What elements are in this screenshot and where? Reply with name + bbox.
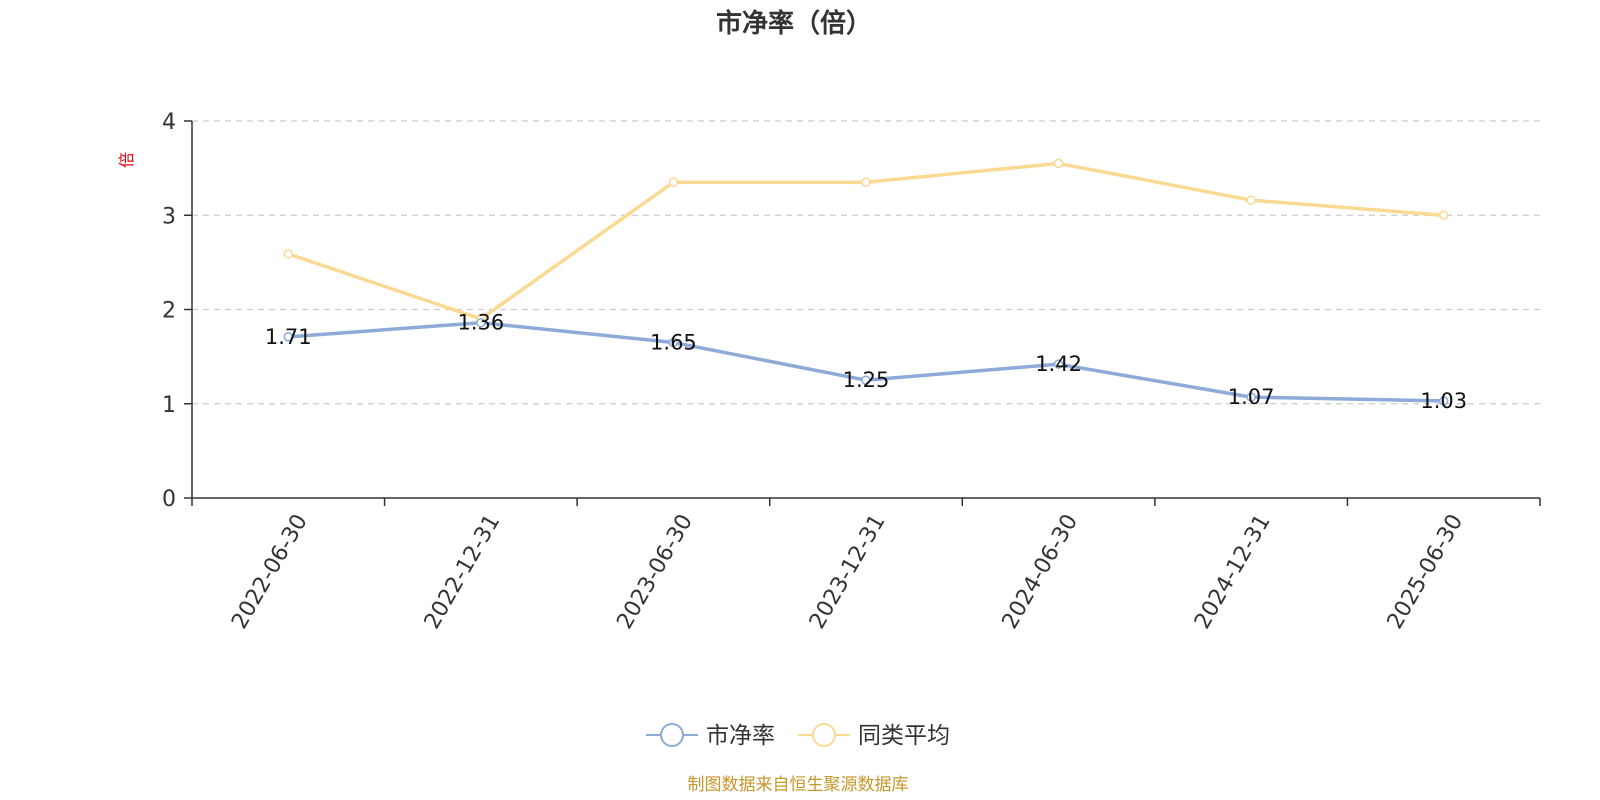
legend[interactable]: 市净率 同类平均 (646, 723, 950, 749)
x-tick-label: 2024-12-31 (1190, 510, 1276, 633)
legend-item-series-1[interactable]: 市净率 (646, 723, 775, 749)
series-2-point[interactable] (1053, 158, 1064, 169)
series-1-point[interactable] (476, 317, 486, 328)
x-tick-label: 2024-06-30 (998, 510, 1084, 633)
gridlines (192, 120, 1540, 405)
series-1-point[interactable] (283, 332, 294, 342)
legend-label-series-2: 同类平均 (858, 723, 950, 749)
data-label: 1.42 (1035, 352, 1082, 376)
data-label: 1.25 (843, 368, 890, 392)
series-1-point[interactable] (1438, 396, 1449, 406)
data-labels: 1.71 1.36 1.65 1.25 1.42 1.07 1.03 (265, 311, 1467, 413)
series-2-point[interactable] (1246, 195, 1256, 205)
y-tick-label: 2 (162, 299, 176, 324)
x-tick-label: 2025-06-30 (1383, 510, 1469, 633)
x-tick-label: 2023-12-31 (805, 510, 891, 633)
series-1-point[interactable] (861, 375, 871, 385)
x-tick-label: 2023-06-30 (612, 510, 698, 633)
series-1-point[interactable] (668, 337, 679, 348)
data-label: 1.36 (457, 311, 504, 335)
data-label: 1.07 (1228, 385, 1275, 409)
y-tick-label: 4 (162, 110, 176, 135)
series-2-point[interactable] (668, 177, 679, 188)
series-lines (283, 158, 1449, 406)
legend-circle-icon (812, 723, 836, 747)
x-tick-label: 2022-06-30 (227, 510, 313, 633)
series-1-point[interactable] (1053, 359, 1064, 369)
series-2-point[interactable] (283, 249, 294, 259)
data-label: 1.03 (1420, 389, 1467, 413)
series-1-point[interactable] (1246, 392, 1256, 402)
y-tick-label: 3 (162, 204, 176, 229)
series-2-point[interactable] (861, 177, 871, 188)
data-label: 1.71 (265, 325, 312, 349)
y-axis-unit-label: 倍 (117, 152, 136, 168)
x-tick-label: 2022-12-31 (420, 510, 506, 633)
series-2-point[interactable] (1438, 210, 1449, 220)
chart-title: 市净率（倍） (716, 8, 872, 39)
y-tick-label: 0 (162, 487, 176, 512)
legend-circle-icon (660, 723, 684, 747)
data-label: 1.65 (650, 330, 697, 354)
y-tick-label: 1 (162, 393, 176, 418)
data-source-note: 制图数据来自恒生聚源数据库 (688, 775, 909, 795)
legend-label-series-1: 市净率 (706, 723, 775, 749)
legend-item-series-2[interactable]: 同类平均 (798, 723, 950, 749)
